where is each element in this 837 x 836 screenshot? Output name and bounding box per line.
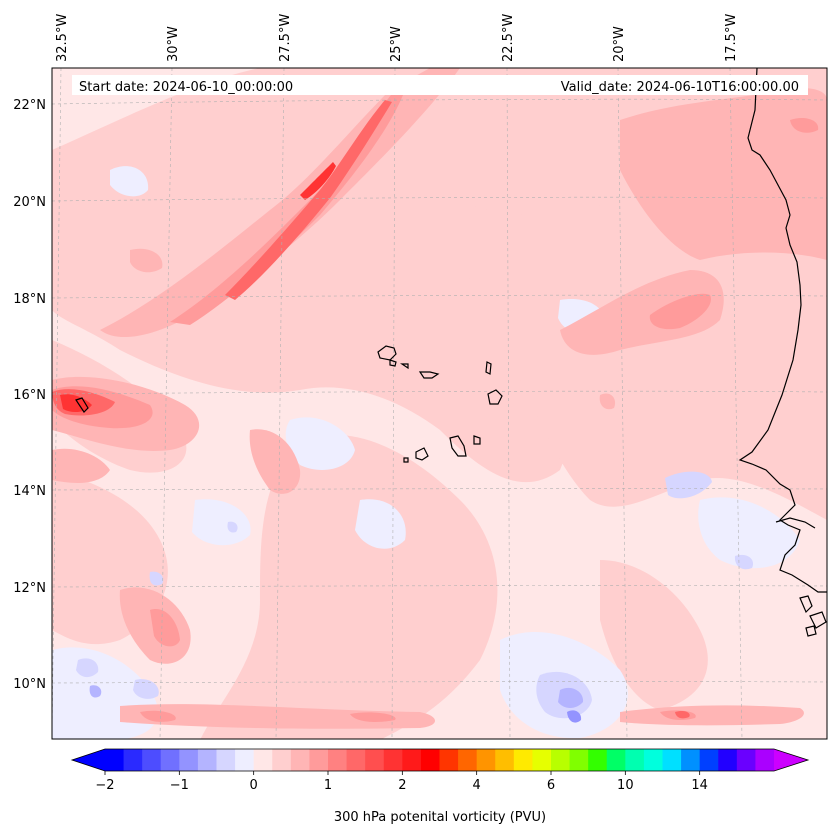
colorbar-tick-label: 6 [547, 778, 555, 793]
island-boa-vista [487, 389, 503, 405]
colorbar-label: 300 hPa potenital vorticity (PVU) [334, 810, 546, 825]
lat-label: 12°N [13, 581, 46, 596]
lon-label: 17.5°W [724, 14, 739, 62]
lat-axis-labels: 22°N 20°N 18°N 16°N 14°N 12°N 10°N [13, 98, 46, 692]
pv-contours-blue [89, 685, 584, 708]
colorbar-over-arrow [774, 749, 808, 771]
colorbar-segment [476, 749, 496, 771]
colorbar-segment [569, 749, 589, 771]
colorbar-segment [551, 749, 570, 771]
colorbar-ticks: −2 −1 0 1 2 4 6 10 14 [95, 771, 708, 793]
lon-label: 32.5°W [55, 14, 70, 62]
colorbar-segment [328, 749, 347, 771]
colorbar-tick-label: 4 [473, 778, 481, 793]
colorbar-segment [736, 749, 756, 771]
colorbar-segments [105, 749, 775, 771]
colorbar-segment [346, 749, 366, 771]
colorbar-segment [420, 749, 440, 771]
colorbar-segment [606, 749, 626, 771]
lat-label: 22°N [13, 98, 46, 113]
start-date-text: Start date: 2024-06-10_00:00:00 [79, 80, 293, 95]
island-sal [485, 361, 492, 375]
colorbar-segment [142, 749, 162, 771]
island-santa-luzia [400, 363, 409, 370]
pv-contours-mid-blue [567, 710, 582, 723]
colorbar-tick-label: 10 [617, 778, 634, 793]
date-annotation-box [72, 75, 808, 95]
lon-axis-labels: 32.5°W 30°W 27.5°W 25°W 22.5°W 20°W 17.5… [55, 14, 739, 62]
colorbar-segment [681, 749, 701, 771]
lon-label: 30°W [166, 26, 181, 62]
lon-label: 22.5°W [501, 14, 516, 62]
colorbar-tick-label: 14 [691, 778, 708, 793]
map-frame [51, 67, 828, 740]
colorbar-segment [495, 749, 515, 771]
island-santiago [449, 435, 467, 457]
pv-contours-strong-red [60, 162, 336, 413]
island-sao-vicente [389, 359, 397, 367]
colorbar-segment [179, 749, 199, 771]
colorbar-tick-label: 1 [324, 778, 332, 793]
bijagos-islands [799, 595, 827, 637]
colorbar-segment [160, 749, 180, 771]
valid-date-text: Valid_date: 2024-06-10T16:00:00.00 [561, 80, 799, 95]
colorbar-under-arrow [72, 749, 105, 771]
colorbar-segment [755, 749, 775, 771]
lat-label: 14°N [13, 484, 46, 499]
lat-label: 16°N [13, 388, 46, 403]
colorbar-tick-label: −2 [95, 778, 114, 793]
colorbar-segment [402, 749, 422, 771]
colorbar: −2 −1 0 1 2 4 6 10 14 300 hPa potenital vorticit… [70, 748, 810, 825]
graticule [52, 68, 827, 739]
colorbar-segment [235, 749, 255, 771]
lat-label: 10°N [13, 677, 46, 692]
lat-label: 18°N [13, 292, 46, 307]
lon-label: 25°W [389, 26, 404, 62]
colorbar-segment [662, 749, 682, 771]
colorbar-segment [643, 749, 663, 771]
colorbar-tick-label: 2 [398, 778, 406, 793]
island-sao-nicolau [418, 371, 440, 379]
lat-label: 20°N [13, 195, 46, 210]
colorbar-tick-label: −1 [170, 778, 189, 793]
island-fogo [415, 447, 429, 461]
colorbar-segment [699, 749, 719, 771]
colorbar-tick-label: 0 [250, 778, 258, 793]
colorbar-segment [197, 749, 217, 771]
colorbar-segment [439, 749, 459, 771]
colorbar-segment [625, 749, 645, 771]
lon-label: 27.5°W [278, 14, 293, 62]
colorbar-segment [383, 749, 403, 771]
island-brava [403, 457, 409, 463]
island-maio [473, 435, 481, 445]
colorbar-segment [309, 749, 329, 771]
colorbar-segment [253, 749, 273, 771]
coastlines [75, 68, 827, 637]
lon-label: 20°W [612, 26, 627, 62]
island-santo-antao [377, 345, 397, 361]
gambia-coastline [775, 517, 816, 529]
ring-contour-west [75, 397, 89, 413]
colorbar-segment [532, 749, 552, 771]
colorbar-segment [718, 749, 738, 771]
colorbar-segment [365, 749, 385, 771]
africa-coastline [738, 68, 827, 593]
colorbar-segment [458, 749, 478, 771]
colorbar-segment [272, 749, 292, 771]
colorbar-segment [513, 749, 533, 771]
colorbar-segment [105, 749, 124, 771]
colorbar-segment [588, 749, 608, 771]
colorbar-segment [216, 749, 236, 771]
map-area [52, 68, 827, 739]
colorbar-segment [290, 749, 310, 771]
colorbar-segment [123, 749, 143, 771]
